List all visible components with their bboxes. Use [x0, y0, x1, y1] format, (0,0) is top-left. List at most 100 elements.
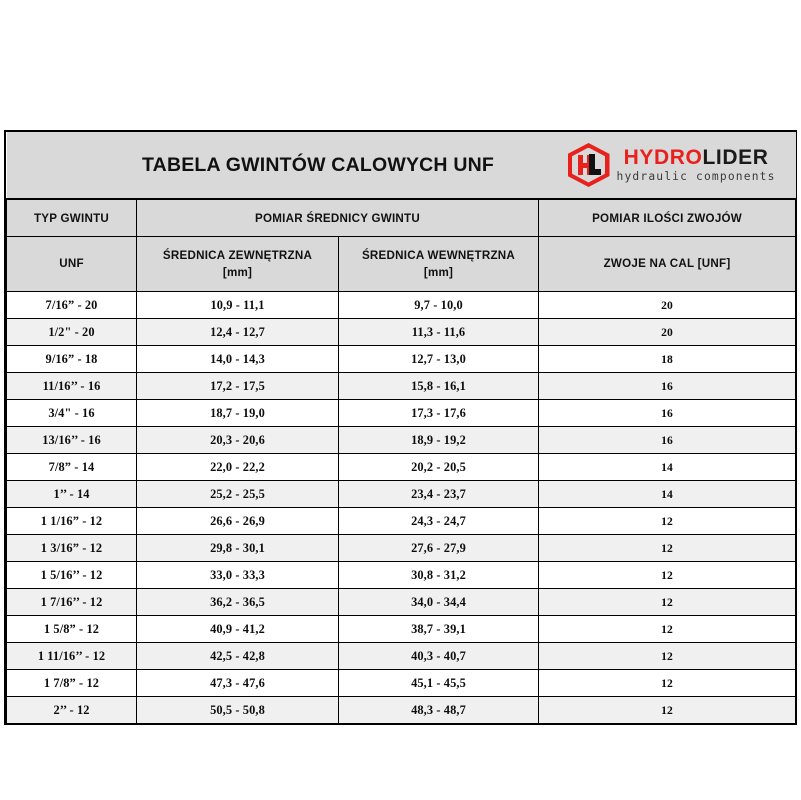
header-outer-diameter: ŚREDNICA ZEWNĘTRZNA [mm]: [136, 236, 339, 292]
table-row: 11/16’’ - 16 17,2 - 17,5 15,8 - 16,1 16: [6, 372, 797, 400]
cell-outer-diameter: 10,9 - 11,1: [136, 291, 339, 319]
table-row: 1 11/16’’ - 12 42,5 - 42,8 40,3 - 40,7 1…: [6, 642, 797, 670]
cell-outer-diameter: 17,2 - 17,5: [136, 372, 339, 400]
table-row: 1’’ - 14 25,2 - 25,5 23,4 - 23,7 14: [6, 480, 797, 508]
cell-threads-per-inch: 12: [537, 669, 797, 697]
cell-outer-diameter: 36,2 - 36,5: [136, 588, 339, 616]
cell-inner-diameter: 17,3 - 17,6: [338, 399, 539, 427]
table-row: 1 5/8” - 12 40,9 - 41,2 38,7 - 39,1 12: [6, 615, 797, 643]
cell-thread-size: 11/16’’ - 16: [6, 372, 137, 400]
cell-threads-per-inch: 20: [537, 318, 797, 346]
table-row: 7/16” - 20 10,9 - 11,1 9,7 - 10,0 20: [6, 291, 797, 319]
cell-threads-per-inch: 12: [537, 642, 797, 670]
table-row: 9/16” - 18 14,0 - 14,3 12,7 - 13,0 18: [6, 345, 797, 373]
hexagon-logo-icon: [567, 143, 610, 187]
cell-inner-diameter: 9,7 - 10,0: [338, 291, 539, 319]
cell-inner-diameter: 34,0 - 34,4: [338, 588, 539, 616]
table-row: 1 7/8” - 12 47,3 - 47,6 45,1 - 45,5 12: [6, 669, 797, 697]
table-row: 13/16’’ - 16 20,3 - 20,6 18,9 - 19,2 16: [6, 426, 797, 454]
title-cell: TABELA GWINTÓW CALOWYCH UNF: [6, 132, 796, 200]
cell-thread-size: 1 1/16” - 12: [6, 507, 137, 535]
table-row: 1 7/16’’ - 12 36,2 - 36,5 34,0 - 34,4 12: [6, 588, 797, 616]
logo-word-hydro: HYDRO: [623, 146, 703, 170]
cell-thread-size: 1 5/8” - 12: [6, 615, 137, 643]
cell-thread-size: 7/8” - 14: [6, 453, 137, 481]
cell-threads-per-inch: 12: [537, 696, 797, 723]
cell-inner-diameter: 12,7 - 13,0: [338, 345, 539, 373]
cell-inner-diameter: 15,8 - 16,1: [338, 372, 539, 400]
cell-inner-diameter: 38,7 - 39,1: [338, 615, 539, 643]
table-body: TABELA GWINTÓW CALOWYCH UNF: [6, 132, 797, 723]
cell-thread-size: 1 3/16” - 12: [6, 534, 137, 562]
cell-threads-per-inch: 14: [537, 480, 797, 508]
logo-word-lider: LIDER: [702, 146, 769, 170]
cell-outer-diameter: 42,5 - 42,8: [136, 642, 339, 670]
cell-outer-diameter: 20,3 - 20,6: [136, 426, 339, 454]
header-inner-diameter-unit: [mm]: [423, 266, 454, 279]
header-inner-diameter: ŚREDNICA WEWNĘTRZNA [mm]: [338, 236, 539, 292]
table-row: 1 5/16’’ - 12 33,0 - 33,3 30,8 - 31,2 12: [6, 561, 797, 589]
header-sub-row: UNF ŚREDNICA ZEWNĘTRZNA [mm] ŚREDNICA WE…: [6, 236, 797, 292]
cell-inner-diameter: 27,6 - 27,9: [338, 534, 539, 562]
header-group-row: TYP GWINTU POMIAR ŚREDNICY GWINTU POMIAR…: [6, 198, 797, 237]
cell-outer-diameter: 40,9 - 41,2: [136, 615, 339, 643]
cell-thread-size: 13/16’’ - 16: [6, 426, 137, 454]
brand-logo: HYDROLIDER hydraulic components: [567, 143, 776, 187]
cell-thread-size: 1 5/16’’ - 12: [6, 561, 137, 589]
header-outer-diameter-unit: [mm]: [222, 266, 253, 279]
cell-threads-per-inch: 12: [537, 615, 797, 643]
cell-threads-per-inch: 12: [537, 534, 797, 562]
thread-table-sheet: TABELA GWINTÓW CALOWYCH UNF: [4, 130, 797, 725]
table-row: 1 1/16” - 12 26,6 - 26,9 24,3 - 24,7 12: [6, 507, 797, 535]
cell-outer-diameter: 18,7 - 19,0: [136, 399, 339, 427]
cell-threads-per-inch: 18: [537, 345, 797, 373]
unf-thread-table: TABELA GWINTÓW CALOWYCH UNF: [6, 132, 797, 723]
header-inner-diameter-label: ŚREDNICA WEWNĘTRZNA: [361, 248, 516, 262]
cell-thread-size: 1 7/16’’ - 12: [6, 588, 137, 616]
cell-threads-per-inch: 14: [537, 453, 797, 481]
cell-threads-per-inch: 16: [537, 372, 797, 400]
cell-threads-per-inch: 12: [537, 507, 797, 535]
cell-thread-size: 1 11/16’’ - 12: [6, 642, 137, 670]
cell-outer-diameter: 29,8 - 30,1: [136, 534, 339, 562]
table-row: 3/4" - 16 18,7 - 19,0 17,3 - 17,6 16: [6, 399, 797, 427]
cell-inner-diameter: 18,9 - 19,2: [338, 426, 539, 454]
table-row: 1/2" - 20 12,4 - 12,7 11,3 - 11,6 20: [6, 318, 797, 346]
cell-thread-size: 1 7/8” - 12: [6, 669, 137, 697]
cell-inner-diameter: 48,3 - 48,7: [338, 696, 539, 723]
cell-inner-diameter: 45,1 - 45,5: [338, 669, 539, 697]
logo-wordmark: HYDROLIDER hydraulic components: [617, 147, 776, 182]
cell-thread-size: 1/2" - 20: [6, 318, 137, 346]
cell-inner-diameter: 24,3 - 24,7: [338, 507, 539, 535]
cell-inner-diameter: 23,4 - 23,7: [338, 480, 539, 508]
cell-outer-diameter: 25,2 - 25,5: [136, 480, 339, 508]
cell-threads-per-inch: 12: [537, 588, 797, 616]
cell-thread-size: 7/16” - 20: [6, 291, 137, 319]
cell-outer-diameter: 22,0 - 22,2: [136, 453, 339, 481]
cell-outer-diameter: 26,6 - 26,9: [136, 507, 339, 535]
table-row: 1 3/16” - 12 29,8 - 30,1 27,6 - 27,9 12: [6, 534, 797, 562]
header-threads-per-inch: ZWOJE NA CAL [UNF]: [537, 236, 797, 292]
cell-thread-size: 2’’ - 12: [6, 696, 137, 723]
table-row: 7/8” - 14 22,0 - 22,2 20,2 - 20,5 14: [6, 453, 797, 481]
cell-threads-per-inch: 16: [537, 399, 797, 427]
cell-inner-diameter: 20,2 - 20,5: [338, 453, 539, 481]
header-pomiar-ilosci: POMIAR ILOŚCI ZWOJÓW: [537, 198, 797, 237]
cell-thread-size: 3/4" - 16: [6, 399, 137, 427]
cell-outer-diameter: 50,5 - 50,8: [136, 696, 339, 723]
cell-threads-per-inch: 12: [537, 561, 797, 589]
logo-tagline: hydraulic components: [616, 170, 776, 184]
title-row: TABELA GWINTÓW CALOWYCH UNF: [6, 132, 796, 200]
cell-threads-per-inch: 16: [537, 426, 797, 454]
cell-inner-diameter: 30,8 - 31,2: [338, 561, 539, 589]
header-outer-diameter-label: ŚREDNICA ZEWNĘTRZNA: [162, 248, 313, 262]
cell-outer-diameter: 47,3 - 47,6: [136, 669, 339, 697]
header-typ-gwintu: TYP GWINTU: [6, 198, 137, 237]
cell-thread-size: 9/16” - 18: [6, 345, 137, 373]
cell-inner-diameter: 11,3 - 11,6: [338, 318, 539, 346]
cell-outer-diameter: 14,0 - 14,3: [136, 345, 339, 373]
table-row: 2’’ - 12 50,5 - 50,8 48,3 - 48,7 12: [6, 696, 797, 723]
cell-thread-size: 1’’ - 14: [6, 480, 137, 508]
cell-inner-diameter: 40,3 - 40,7: [338, 642, 539, 670]
page-title: TABELA GWINTÓW CALOWYCH UNF: [142, 153, 495, 176]
